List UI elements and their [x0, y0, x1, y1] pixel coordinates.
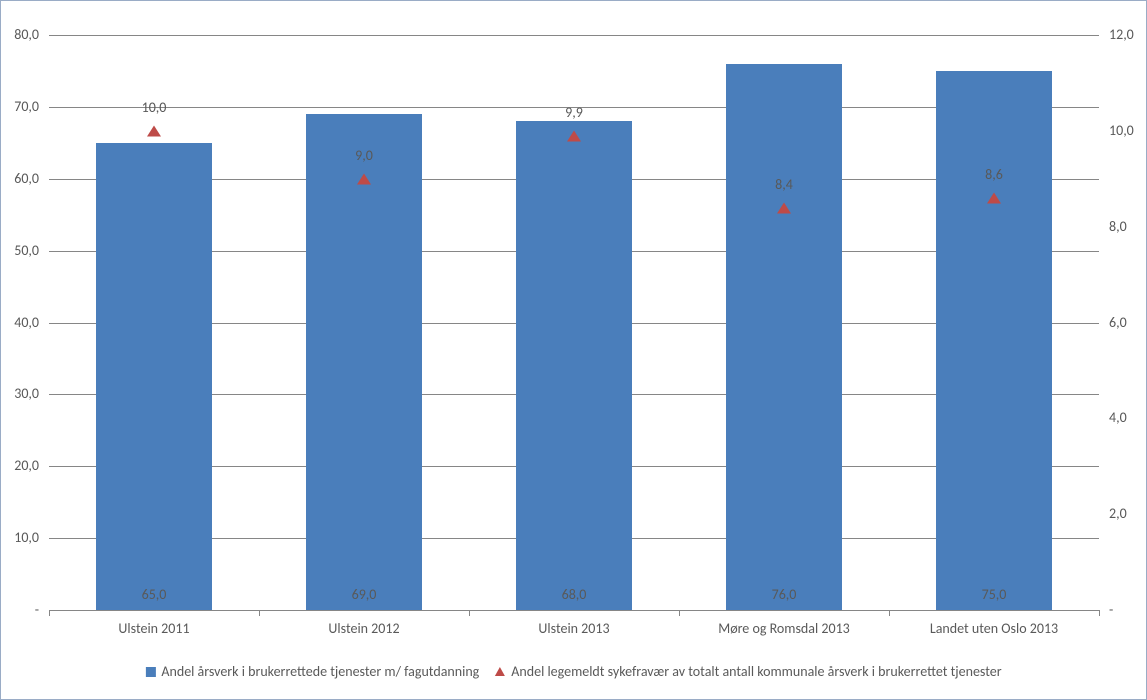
legend-swatch-square: [145, 667, 155, 677]
y-right-tick-label: 4,0: [1109, 411, 1127, 425]
y-right-tick-label: 6,0: [1109, 316, 1127, 330]
x-axis-label: Ulstein 2011: [118, 622, 189, 636]
bar: [96, 143, 212, 610]
y-left-tick-label: 80,0: [14, 28, 39, 42]
grid-line: [49, 610, 1099, 611]
marker-value-label: 9,0: [355, 149, 373, 163]
legend-label: Andel legemeldt sykefravær av totalt ant…: [511, 663, 1001, 680]
y-left-tick-label: 60,0: [14, 172, 39, 186]
y-left-tick-label: 20,0: [14, 459, 39, 473]
bar-value-label: 68,0: [562, 588, 587, 602]
y-left-tick-label: 10,0: [14, 531, 39, 545]
y-left-tick-label: 70,0: [14, 100, 39, 114]
y-left-tick-label: 50,0: [14, 244, 39, 258]
bar-value-label: 76,0: [772, 588, 797, 602]
plot-area: -10,020,030,040,050,060,070,080,0-2,04,0…: [49, 35, 1099, 610]
bar: [726, 64, 842, 610]
legend: Andel årsverk i brukerrettede tjenester …: [145, 663, 1001, 680]
triangle-marker: [357, 173, 371, 184]
bar-value-label: 65,0: [142, 588, 167, 602]
x-tick: [889, 610, 890, 616]
marker-value-label: 10,0: [142, 101, 167, 115]
y-left-tick-label: -: [35, 603, 39, 617]
triangle-marker: [147, 125, 161, 136]
bar-value-label: 69,0: [352, 588, 377, 602]
chart-frame: - 10,0 20,0 30,0 40,0 50,0 60,0 70,0 80,0 - 2,0 4,0…: [0, 0, 1147, 700]
y-right-tick-label: 8,0: [1109, 220, 1127, 234]
legend-label: Andel årsverk i brukerrettede tjenester …: [161, 663, 479, 680]
triangle-marker: [987, 192, 1001, 203]
y-right-tick-label: 2,0: [1109, 507, 1127, 521]
bar: [516, 121, 632, 610]
bar-value-label: 75,0: [982, 588, 1007, 602]
y-right-tick-label: -: [1109, 603, 1113, 617]
x-axis-label: Ulstein 2013: [538, 622, 609, 636]
x-tick: [679, 610, 680, 616]
bar: [936, 71, 1052, 610]
triangle-marker: [567, 130, 581, 141]
legend-item-bar: Andel årsverk i brukerrettede tjenester …: [145, 663, 479, 680]
x-tick: [469, 610, 470, 616]
y-left-tick-label: 30,0: [14, 387, 39, 401]
legend-swatch-triangle: [495, 667, 505, 676]
x-tick: [259, 610, 260, 616]
x-tick: [49, 610, 50, 616]
marker-value-label: 8,6: [985, 168, 1003, 182]
y-right-tick-label: 12,0: [1109, 28, 1134, 42]
y-left-tick-label: 40,0: [14, 316, 39, 330]
bar: [306, 114, 422, 610]
x-axis-label: Møre og Romsdal 2013: [718, 622, 850, 636]
marker-value-label: 9,9: [565, 106, 583, 120]
triangle-marker: [777, 202, 791, 213]
grid-line: [49, 35, 1099, 36]
x-axis-label: Landet uten Oslo 2013: [930, 622, 1058, 636]
legend-item-marker: Andel legemeldt sykefravær av totalt ant…: [495, 663, 1001, 680]
marker-value-label: 8,4: [775, 178, 793, 192]
x-tick: [1099, 610, 1100, 616]
y-right-tick-label: 10,0: [1109, 124, 1134, 138]
x-axis-label: Ulstein 2012: [328, 622, 399, 636]
